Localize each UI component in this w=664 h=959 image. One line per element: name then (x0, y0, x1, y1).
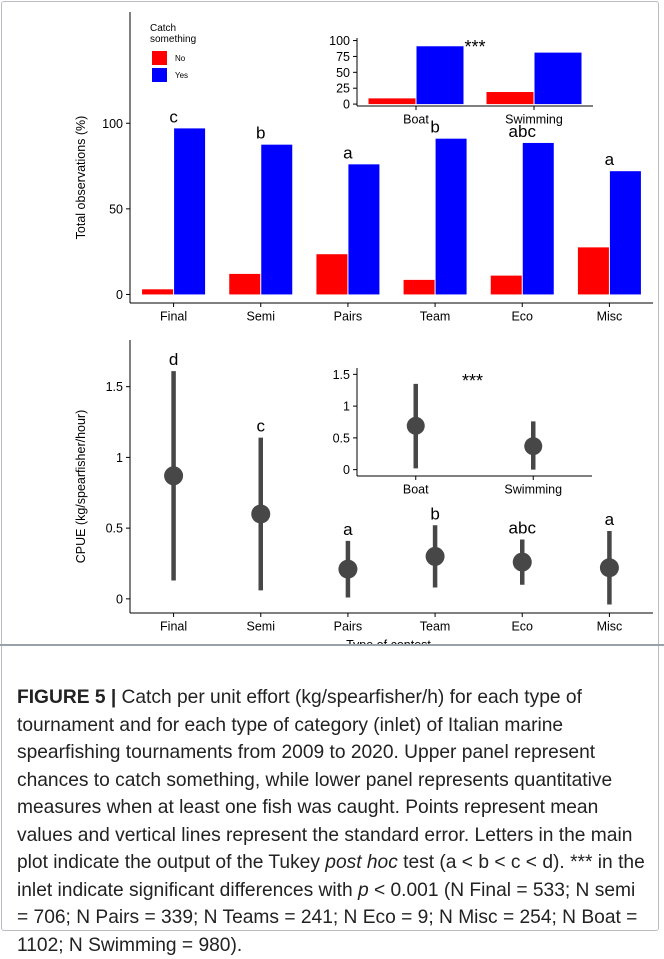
legend-label-yes: Yes (175, 71, 188, 80)
lower-main-y-tick-label: 0.5 (106, 522, 123, 536)
letter-label-final: c (169, 107, 178, 126)
lower-main-x-tick-label: Team (420, 620, 451, 634)
caption-italic-p: p (357, 879, 369, 901)
upper-inset-y-tick-label: 25 (336, 82, 350, 96)
legend-swatch-yes (152, 68, 167, 82)
upper-main-y-tick-label: 50 (109, 202, 123, 216)
inset-bar-no-swimming (486, 92, 534, 105)
bar-no-misc (577, 247, 609, 295)
inset-bar-yes-boat (416, 46, 464, 105)
upper-inset-y-tick-label: 50 (336, 66, 350, 80)
mean-point-final (164, 466, 184, 486)
upper-inset-significance: *** (464, 37, 485, 57)
upper-main-x-tick-label: Final (160, 310, 187, 324)
lower-inset-y-tick-label: 0.5 (333, 431, 350, 445)
caption-label: FIGURE 5 | (17, 687, 117, 708)
lower-inset-x-tick-label: Swimming (504, 483, 562, 497)
lower-panel-chart: d c a b abc a 0 0.5 1 1.5 Final Semi Pairs Team Eco Mis… (74, 340, 653, 644)
caption-text-1: Catch per unit effort (kg/spearfisher/h)… (17, 687, 633, 873)
letter-label-semi: b (256, 124, 265, 143)
legend-label-no: No (175, 54, 186, 63)
lower-inset-y-tick-label: 0 (343, 463, 350, 477)
letter-label-misc: a (605, 150, 615, 169)
lower-main-y-tick-label: 1.5 (106, 380, 123, 394)
inset-mean-point-swimming (524, 437, 543, 456)
lower-inset-y-tick-label: 1 (343, 400, 350, 414)
letter-label-final: d (169, 350, 178, 369)
caption-text-2: test (a < b < c < d). *** in the inlet i… (17, 852, 645, 901)
upper-main-x-tick-label: Eco (511, 310, 533, 324)
legend-title-line-1: Catch (150, 23, 176, 34)
lower-main-x-tick-label: Semi (247, 620, 275, 634)
letter-label-semi: c (257, 417, 266, 436)
lower-inset-significance: *** (462, 371, 483, 391)
bar-yes-pairs (348, 164, 380, 295)
upper-inset-y-tick-label: 100 (329, 34, 350, 48)
upper-inset-x-tick-label: Boat (403, 113, 429, 127)
letter-label-pairs: a (343, 520, 353, 539)
upper-main-x-tick-label: Team (420, 310, 451, 324)
upper-main-x-tick-label: Pairs (334, 310, 362, 324)
bar-no-semi (229, 273, 261, 295)
upper-main-y-tick-label: 0 (116, 288, 123, 302)
upper-inset-x-tick-label: Swimming (505, 113, 563, 127)
mean-point-pairs (338, 559, 358, 579)
lower-main-x-tick-label: Final (160, 620, 187, 634)
letter-label-team: b (430, 118, 439, 137)
mean-point-team (425, 546, 445, 566)
upper-inset-y-tick-label: 75 (336, 50, 350, 64)
inset-mean-point-boat (406, 416, 425, 435)
bar-yes-misc (609, 171, 641, 295)
letter-label-eco: abc (509, 122, 537, 141)
bar-no-team (403, 279, 435, 295)
lower-inset-x-tick-label: Boat (403, 483, 429, 497)
upper-y-axis-title: Total observations (%) (74, 116, 88, 240)
upper-main-x-tick-label: Misc (597, 310, 623, 324)
caption-block: FIGURE 5 | Catch per unit effort (kg/spe… (0, 644, 664, 956)
figure-frame (1, 1, 659, 931)
mean-point-semi (251, 504, 271, 524)
lower-main-x-tick-label: Misc (597, 620, 623, 634)
bar-no-eco (490, 275, 522, 295)
upper-panel-chart: c b a b abc a 0 50 100 Final Semi Pairs Team Eco Misc T… (74, 12, 653, 324)
letter-label-misc: a (605, 510, 615, 529)
lower-y-axis-title: CPUE (kg/spearfisher/hour) (74, 410, 88, 564)
letter-label-pairs: a (343, 143, 353, 162)
inset-bar-yes-swimming (534, 52, 582, 105)
upper-main-x-tick-label: Semi (247, 310, 275, 324)
lower-main-y-tick-label: 0 (116, 592, 123, 606)
legend-title-line-2: something (150, 34, 196, 45)
caption-italic-post-hoc: post hoc (325, 852, 398, 873)
mean-point-misc (599, 558, 619, 578)
bar-yes-semi (261, 144, 293, 295)
lower-x-axis-title: Type of contest (346, 638, 431, 644)
upper-inset-y-tick-label: 0 (343, 98, 350, 112)
inset-bar-no-boat (368, 98, 416, 105)
upper-main-y-tick-label: 100 (102, 117, 123, 131)
lower-main-x-tick-label: Eco (511, 620, 533, 634)
lower-main-y-tick-label: 1 (116, 451, 123, 465)
bar-yes-eco (522, 142, 554, 295)
bar-no-pairs (316, 254, 348, 295)
bar-yes-team (435, 138, 467, 295)
letter-label-eco: abc (509, 518, 537, 537)
caption-divider (0, 644, 664, 646)
mean-point-eco (512, 552, 532, 572)
figure-caption: FIGURE 5 | Catch per unit effort (kg/spe… (17, 684, 649, 959)
lower-main-x-tick-label: Pairs (334, 620, 362, 634)
bar-yes-final (174, 128, 206, 295)
letter-label-team: b (430, 504, 439, 523)
bar-no-final (142, 289, 174, 295)
legend-swatch-no (152, 51, 167, 65)
lower-inset-y-tick-label: 1.5 (333, 368, 350, 382)
